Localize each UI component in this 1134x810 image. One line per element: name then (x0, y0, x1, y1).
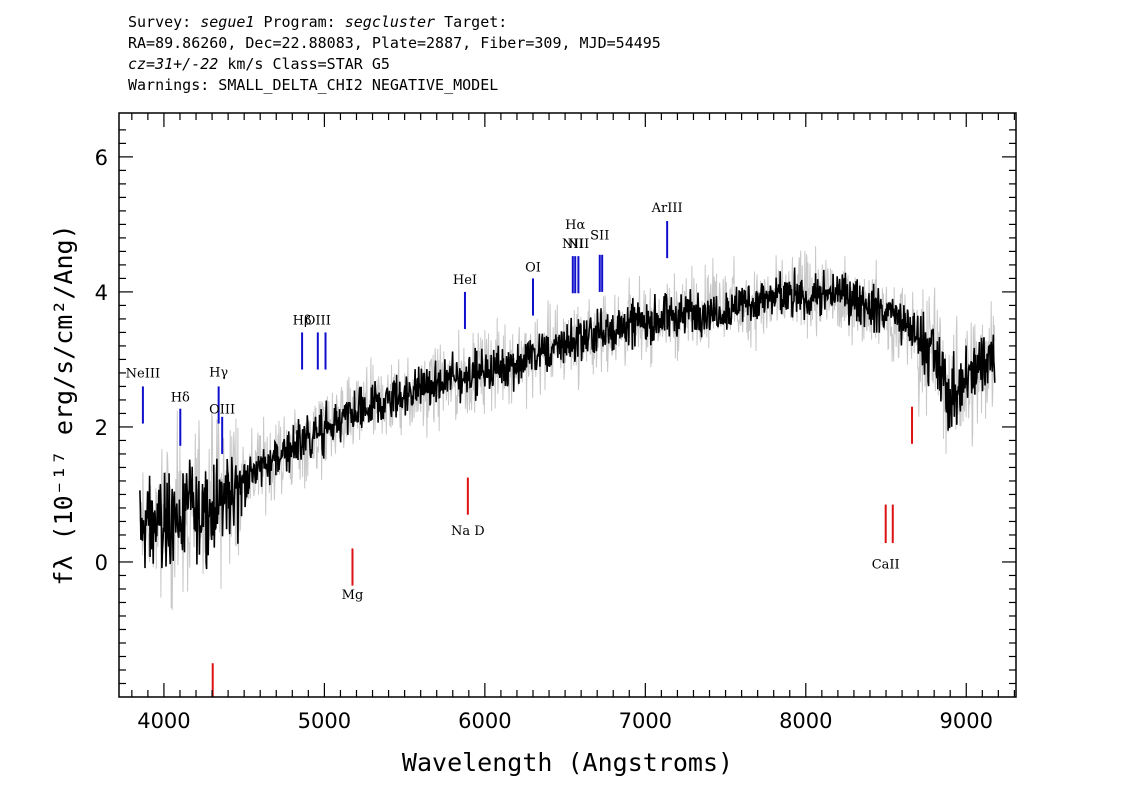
survey-name: segue1 (200, 13, 255, 31)
emission-line-label: NII (562, 237, 584, 252)
program-name: segcluster (344, 13, 436, 31)
header-line-redshift: cz=31+/-22 km/s Class=STAR G5 (128, 54, 661, 75)
class-text: Class=STAR G5 (272, 55, 390, 73)
y-axis-label: fλ (10⁻¹⁷ erg/s/cm²/Ang) (49, 224, 78, 585)
emission-line-label: ArIII (651, 201, 683, 216)
redshift-value: cz=31+/-22 (128, 55, 219, 73)
y-tick-label: 0 (95, 551, 108, 575)
x-tick-label: 8000 (779, 709, 832, 733)
axis-ticks: 4000 5000 6000 7000 8000 9000 0 2 4 6 (95, 113, 1016, 733)
x-tick-label: 5000 (298, 709, 351, 733)
x-tick-label: 9000 (940, 709, 993, 733)
y-tick-label: 6 (95, 146, 108, 170)
flux-trace (139, 267, 996, 570)
spectral-line-markers: NeIIIHδHγOIIIHβOIIIHeIOINIIHαNIISIIArIII… (126, 201, 914, 697)
x-tick-label: 6000 (458, 709, 511, 733)
emission-line-label: Hβ (293, 313, 312, 328)
absorption-line-label: Mg (342, 588, 364, 603)
x-tick-label: 4000 (137, 709, 190, 733)
emission-line-label: NeIII (126, 367, 160, 382)
redshift-unit: km/s (227, 55, 264, 73)
y-tick-label: 4 (95, 281, 108, 305)
target-label: Target: (444, 13, 508, 31)
emission-line-label: Hδ (171, 390, 190, 405)
header-line-survey: Survey: segue1 Program: segcluster Targe… (128, 12, 661, 33)
y-axis-label-group: fλ (10⁻¹⁷ erg/s/cm²/Ang) (49, 224, 78, 585)
emission-line-label: OIII (209, 402, 235, 417)
absorption-line-label: Na D (451, 524, 485, 539)
emission-line-label: HeI (453, 273, 477, 288)
program-label: Program: (263, 13, 336, 31)
survey-label: Survey: (128, 13, 192, 31)
x-axis-label: Wavelength (Angstroms) (402, 748, 733, 777)
emission-line-label: OI (525, 261, 541, 276)
flux-spectrum (139, 267, 996, 570)
emission-line-label: OIII (305, 313, 331, 328)
header-line-coordinates: RA=89.86260, Dec=22.88083, Plate=2887, F… (128, 34, 661, 52)
header-line-warnings: Warnings: SMALL_DELTA_CHI2 NEGATIVE_MODE… (128, 76, 499, 94)
plot-frame (118, 112, 1017, 698)
emission-line-label: SII (590, 228, 609, 243)
absorption-line-label: CaII (872, 558, 900, 573)
emission-line-label: NII (568, 237, 590, 252)
y-tick-label: 2 (95, 416, 108, 440)
x-tick-label: 7000 (619, 709, 672, 733)
spectrum-header: Survey: segue1 Program: segcluster Targe… (128, 12, 661, 96)
emission-line-label: Hα (565, 218, 585, 233)
emission-line-label: Hγ (209, 365, 228, 380)
